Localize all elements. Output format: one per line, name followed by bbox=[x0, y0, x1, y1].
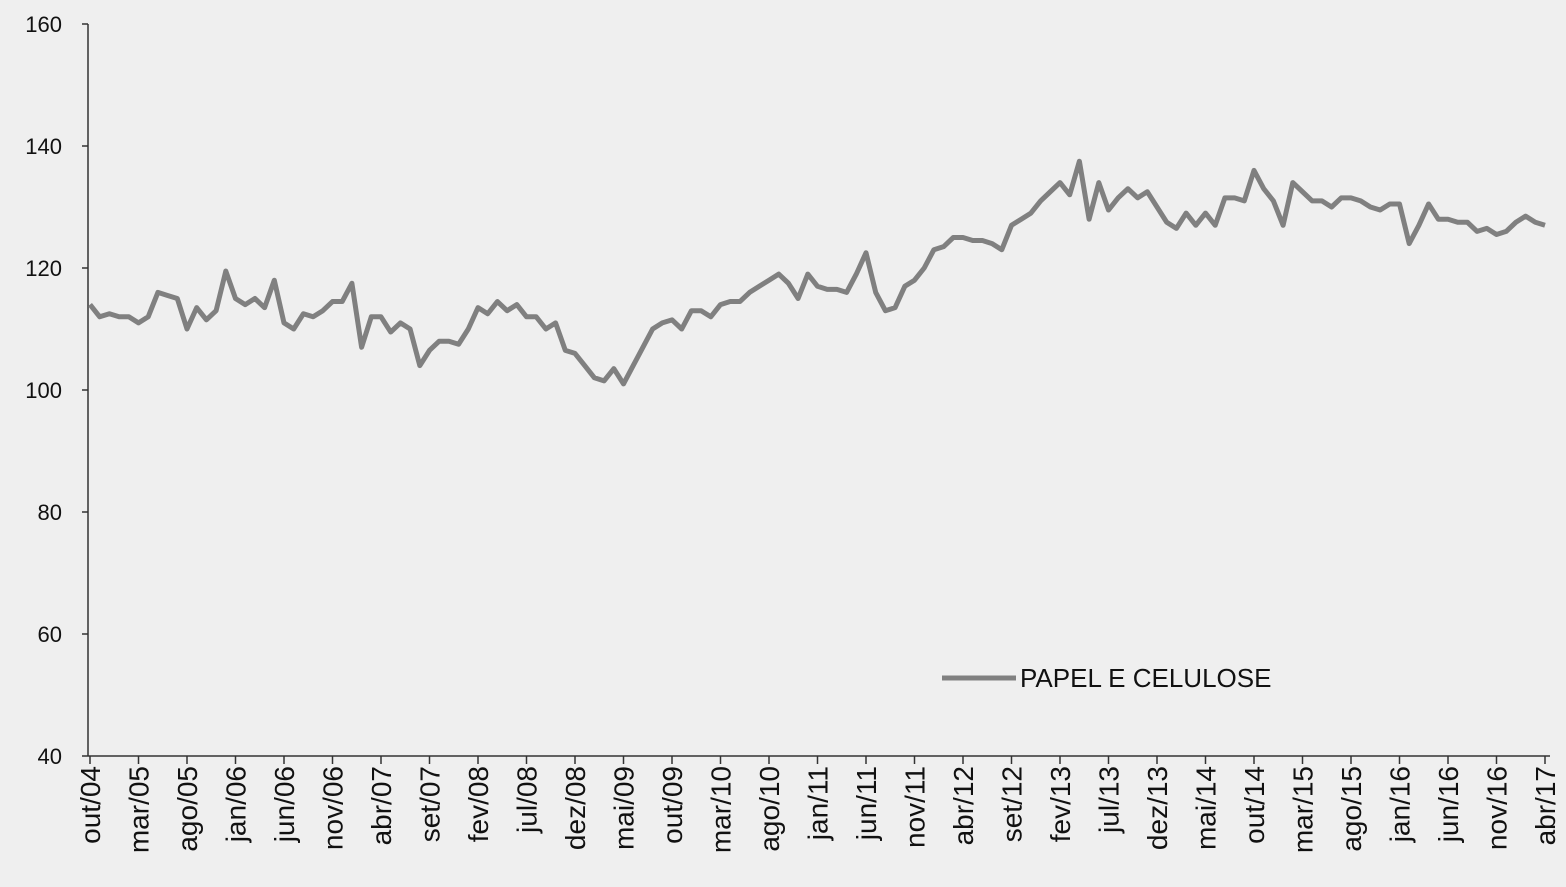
x-tick-label: jan/16 bbox=[1385, 766, 1416, 843]
x-tick-label: mai/14 bbox=[1191, 766, 1222, 850]
x-tick-label: set/07 bbox=[415, 766, 446, 842]
x-tick-label: mar/15 bbox=[1288, 766, 1319, 853]
x-tick-label: jul/08 bbox=[512, 766, 543, 834]
x-tick-label: nov/11 bbox=[900, 766, 931, 848]
x-tick-label: dez/13 bbox=[1142, 766, 1173, 850]
x-tick-label: nov/16 bbox=[1482, 766, 1513, 850]
x-tick-label: jan/06 bbox=[221, 766, 252, 843]
x-tick-label: out/09 bbox=[657, 766, 688, 844]
x-tick-label: fev/08 bbox=[463, 766, 494, 842]
y-tick-label: 60 bbox=[38, 622, 62, 647]
y-tick-label: 160 bbox=[25, 12, 62, 37]
x-tick-label: ago/05 bbox=[172, 766, 203, 852]
x-tick-label: abr/07 bbox=[366, 766, 397, 845]
x-tick-label: mar/10 bbox=[706, 766, 737, 853]
x-tick-label: set/12 bbox=[997, 766, 1028, 842]
x-tick-label: abr/17 bbox=[1530, 766, 1561, 845]
x-tick-label: jun/11 bbox=[851, 766, 882, 841]
x-tick-label: mai/09 bbox=[609, 766, 640, 850]
legend-label: PAPEL E CELULOSE bbox=[1020, 663, 1271, 693]
x-tick-label: ago/10 bbox=[754, 766, 785, 852]
x-tick-label: jun/06 bbox=[269, 766, 300, 843]
x-tick-label: out/04 bbox=[75, 766, 106, 844]
y-tick-label: 40 bbox=[38, 744, 62, 769]
x-tick-label: abr/12 bbox=[948, 766, 979, 845]
y-tick-label: 140 bbox=[25, 134, 62, 159]
x-tick-label: dez/08 bbox=[560, 766, 591, 850]
x-tick-label: ago/15 bbox=[1336, 766, 1367, 852]
x-tick-label: jul/13 bbox=[1094, 766, 1125, 834]
data-line bbox=[88, 158, 1546, 387]
x-tick-label: jan/11 bbox=[803, 766, 834, 841]
x-tick-label: fev/13 bbox=[1045, 766, 1076, 842]
x-tick-label: mar/05 bbox=[124, 766, 155, 853]
x-tick-label: nov/06 bbox=[318, 766, 349, 850]
x-tick-label: out/14 bbox=[1239, 766, 1270, 844]
x-tick-label: jun/16 bbox=[1433, 766, 1464, 843]
y-tick-label: 120 bbox=[25, 256, 62, 281]
y-tick-label: 80 bbox=[38, 500, 62, 525]
y-tick-label: 100 bbox=[25, 378, 62, 403]
